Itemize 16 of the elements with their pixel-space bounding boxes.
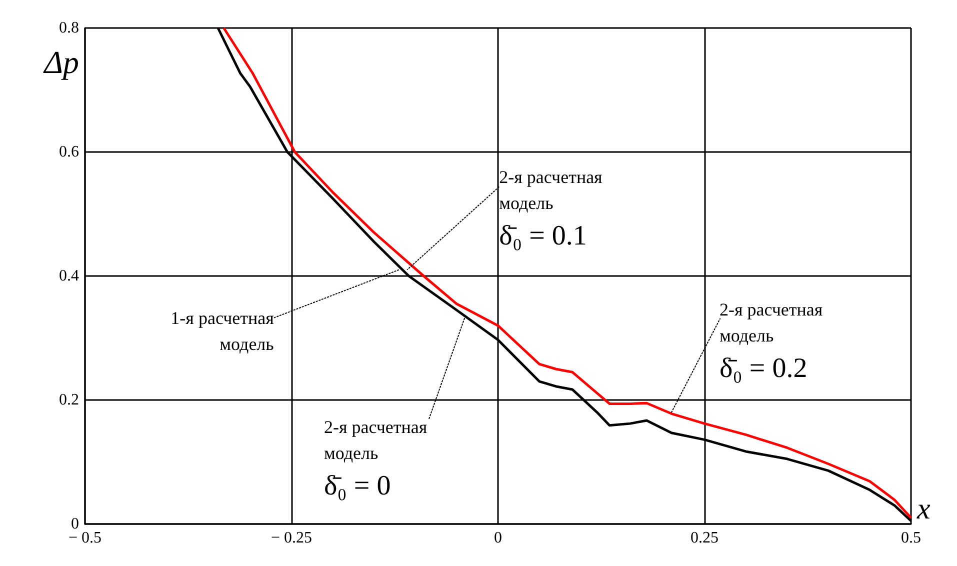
y-tick-label: 0.6 [59, 144, 79, 160]
y-tick-label: 0.2 [59, 392, 79, 408]
x-tick-label: 0.5 [901, 530, 921, 546]
y-axis-title: Δp [42, 44, 79, 80]
x-tick-label: − 0.25 [270, 530, 312, 546]
x-tick-label: 0 [494, 530, 502, 546]
y-tick-label: 0.8 [59, 20, 79, 36]
x-axis-title: x [916, 492, 931, 526]
y-tick-label: 0 [71, 516, 79, 532]
annotation: 2-я расчетная модель δ̄₀ = 0 [324, 416, 428, 502]
annotation: 1-я расчетная модель [170, 308, 274, 354]
x-tick-label: 0.25 [690, 530, 718, 546]
annotation: 2-я расчетная модель δ̄₀ = 0.2 [719, 299, 823, 384]
y-tick-label: 0.4 [59, 268, 79, 284]
annotation: 2-я расчетная модель δ̄₀ = 0.1 [499, 166, 602, 252]
x-tick-label: − 0.5 [68, 530, 102, 546]
